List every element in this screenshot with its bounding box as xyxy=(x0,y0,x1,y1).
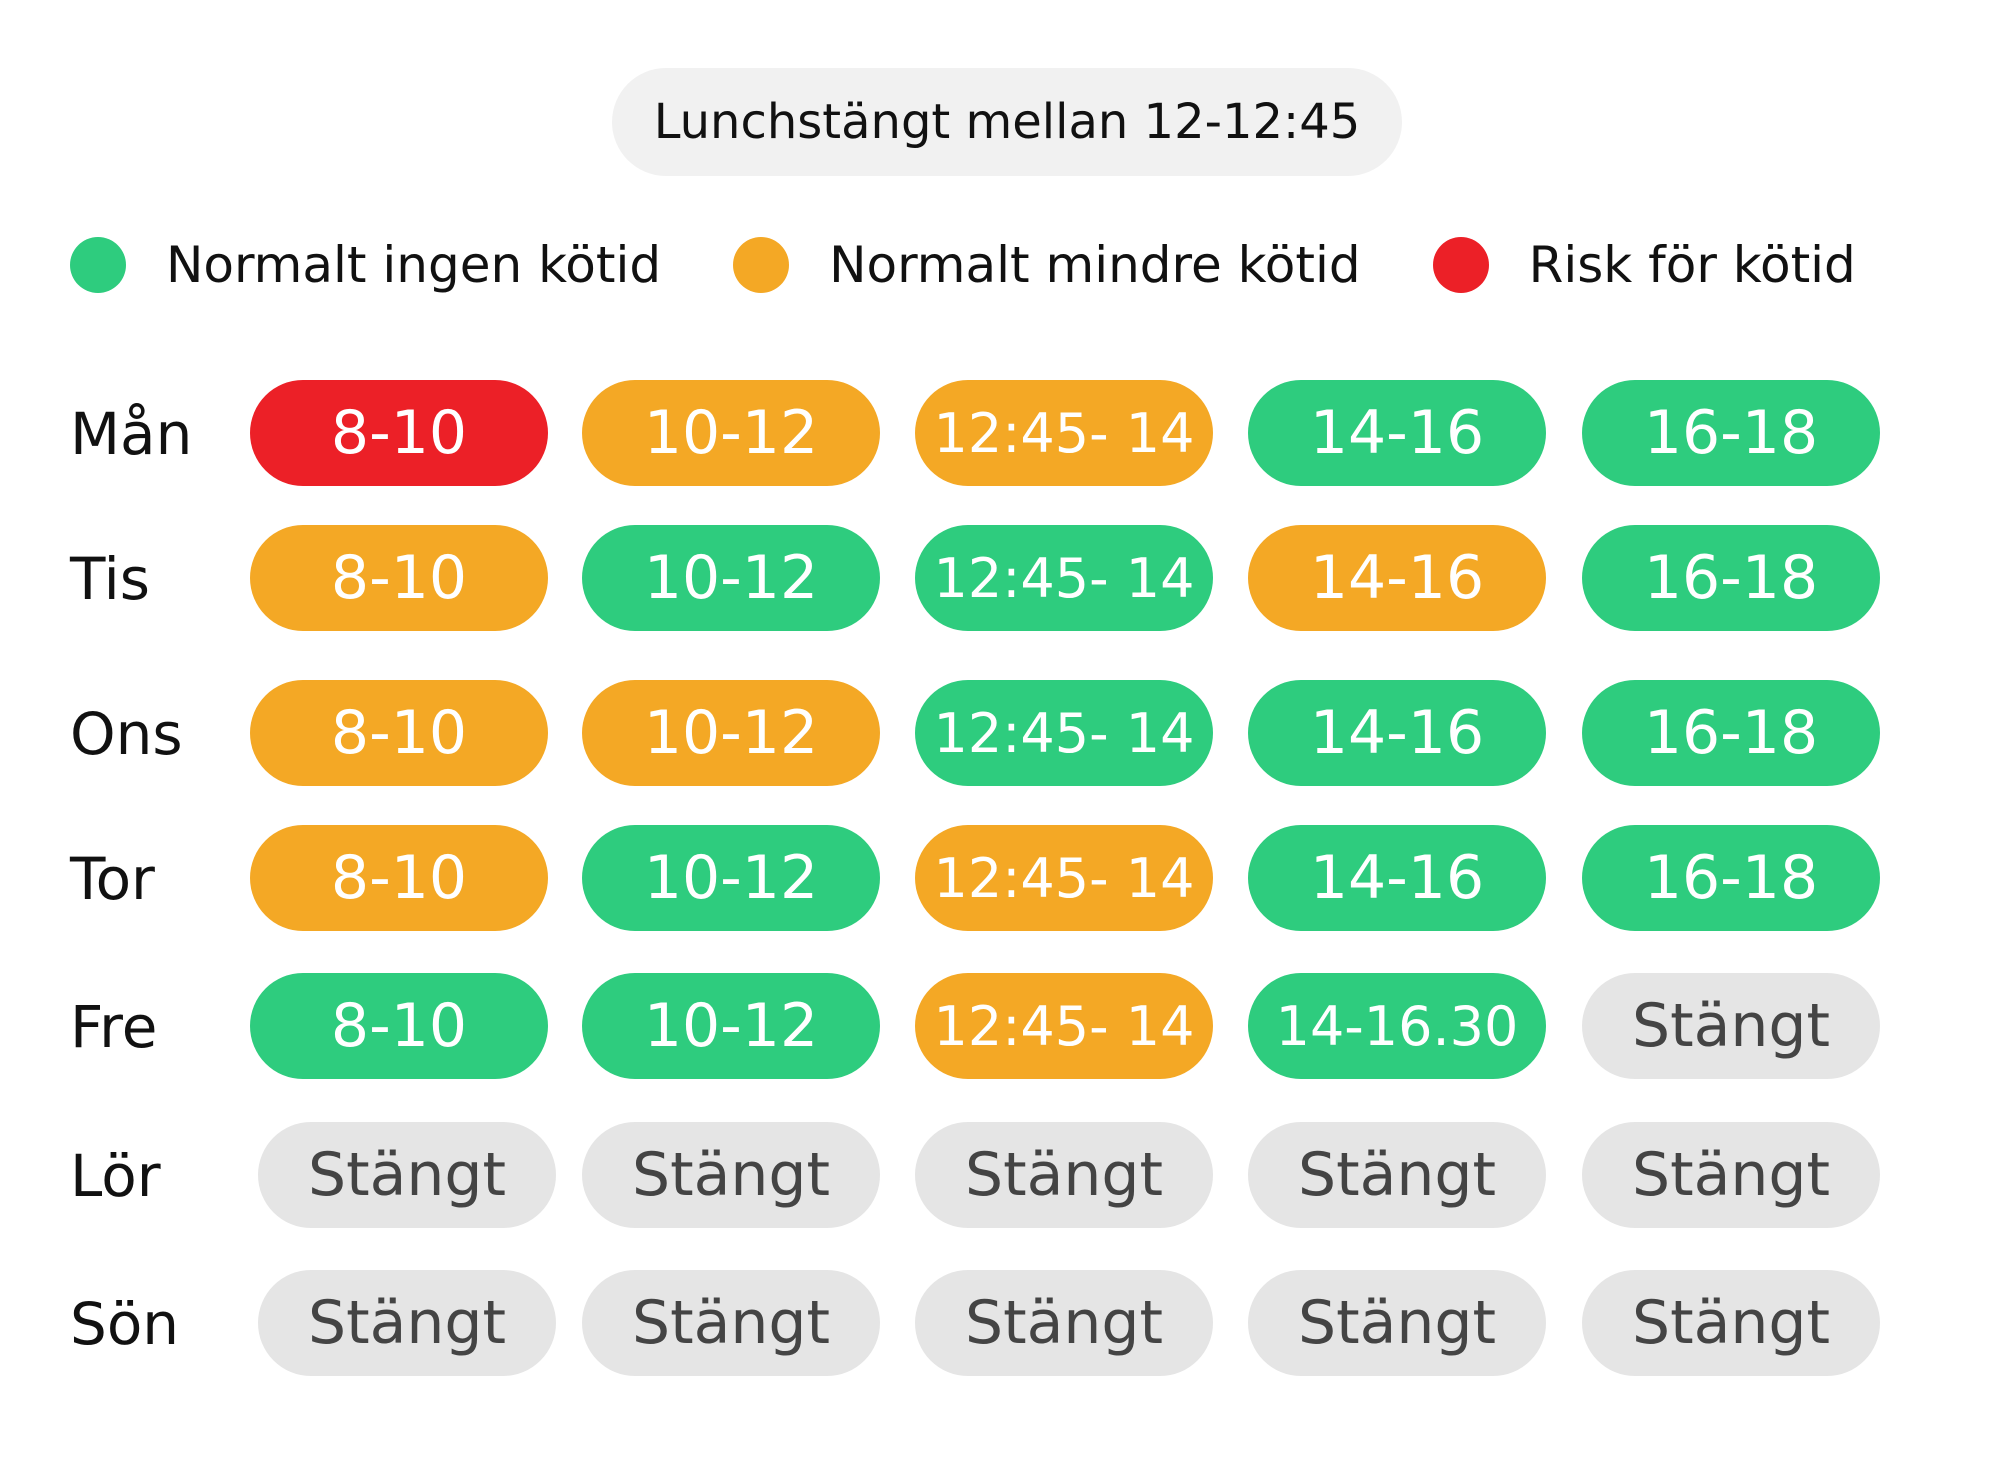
lunch-closed-notice: Lunchstängt mellan 12-12:45 xyxy=(612,68,1402,176)
legend: Normalt ingen kötid Normalt mindre kötid… xyxy=(70,230,1928,300)
legend-item-queue-risk: Risk för kötid xyxy=(1432,236,1856,294)
schedule-row: Sön Stängt Stängt Stängt Stängt Stängt xyxy=(0,1270,2000,1378)
time-slot: 12:45- 14 xyxy=(915,680,1213,786)
legend-item-no-queue: Normalt ingen kötid xyxy=(70,236,661,294)
time-slot: 14-16.30 xyxy=(1248,973,1546,1079)
orange-dot-icon xyxy=(733,237,790,293)
schedule-row: Tor 8-10 10-12 12:45- 14 14-16 16-18 xyxy=(0,825,2000,933)
time-slot: 12:45- 14 xyxy=(915,525,1213,631)
legend-item-short-queue: Normalt mindre kötid xyxy=(733,236,1361,294)
time-slot: Stängt xyxy=(582,1270,880,1376)
time-slot: Stängt xyxy=(582,1122,880,1228)
legend-label: Normalt ingen kötid xyxy=(166,236,662,294)
day-label: Fre xyxy=(70,993,158,1061)
time-slot: Stängt xyxy=(1582,1270,1880,1376)
day-label: Sön xyxy=(70,1290,180,1358)
day-label: Tor xyxy=(70,845,155,913)
schedule-row: Tis 8-10 10-12 12:45- 14 14-16 16-18 xyxy=(0,525,2000,633)
time-slot: Stängt xyxy=(1582,1122,1880,1228)
day-label: Ons xyxy=(70,700,183,768)
time-slot: Stängt xyxy=(1248,1122,1546,1228)
day-label: Lör xyxy=(70,1142,161,1210)
time-slot: 10-12 xyxy=(582,825,880,931)
day-label: Tis xyxy=(70,545,150,613)
time-slot: 10-12 xyxy=(582,525,880,631)
red-dot-icon xyxy=(1432,237,1489,293)
time-slot: 16-18 xyxy=(1582,825,1880,931)
schedule-row: Fre 8-10 10-12 12:45- 14 14-16.30 Stängt xyxy=(0,973,2000,1081)
green-dot-icon xyxy=(70,237,126,293)
time-slot: Stängt xyxy=(258,1122,556,1228)
time-slot: 12:45- 14 xyxy=(915,973,1213,1079)
time-slot: Stängt xyxy=(915,1270,1213,1376)
schedule-row: Ons 8-10 10-12 12:45- 14 14-16 16-18 xyxy=(0,680,2000,788)
time-slot: 10-12 xyxy=(582,380,880,486)
legend-label: Normalt mindre kötid xyxy=(829,236,1361,294)
time-slot: 8-10 xyxy=(250,525,548,631)
time-slot: Stängt xyxy=(1248,1270,1546,1376)
day-label: Mån xyxy=(70,400,193,468)
time-slot: Stängt xyxy=(258,1270,556,1376)
time-slot: 10-12 xyxy=(582,680,880,786)
time-slot: 16-18 xyxy=(1582,380,1880,486)
legend-label: Risk för kötid xyxy=(1528,236,1856,294)
time-slot: 8-10 xyxy=(250,973,548,1079)
time-slot: 8-10 xyxy=(250,825,548,931)
time-slot: 14-16 xyxy=(1248,680,1546,786)
time-slot: 14-16 xyxy=(1248,825,1546,931)
time-slot: 14-16 xyxy=(1248,380,1546,486)
time-slot: 16-18 xyxy=(1582,525,1880,631)
time-slot: 16-18 xyxy=(1582,680,1880,786)
schedule-row: Lör Stängt Stängt Stängt Stängt Stängt xyxy=(0,1122,2000,1230)
time-slot: 8-10 xyxy=(250,380,548,486)
time-slot: 8-10 xyxy=(250,680,548,786)
time-slot: 10-12 xyxy=(582,973,880,1079)
time-slot: Stängt xyxy=(1582,973,1880,1079)
time-slot: Stängt xyxy=(915,1122,1213,1228)
time-slot: 12:45- 14 xyxy=(915,380,1213,486)
time-slot: 14-16 xyxy=(1248,525,1546,631)
time-slot: 12:45- 14 xyxy=(915,825,1213,931)
schedule-row: Mån 8-10 10-12 12:45- 14 14-16 16-18 xyxy=(0,380,2000,488)
